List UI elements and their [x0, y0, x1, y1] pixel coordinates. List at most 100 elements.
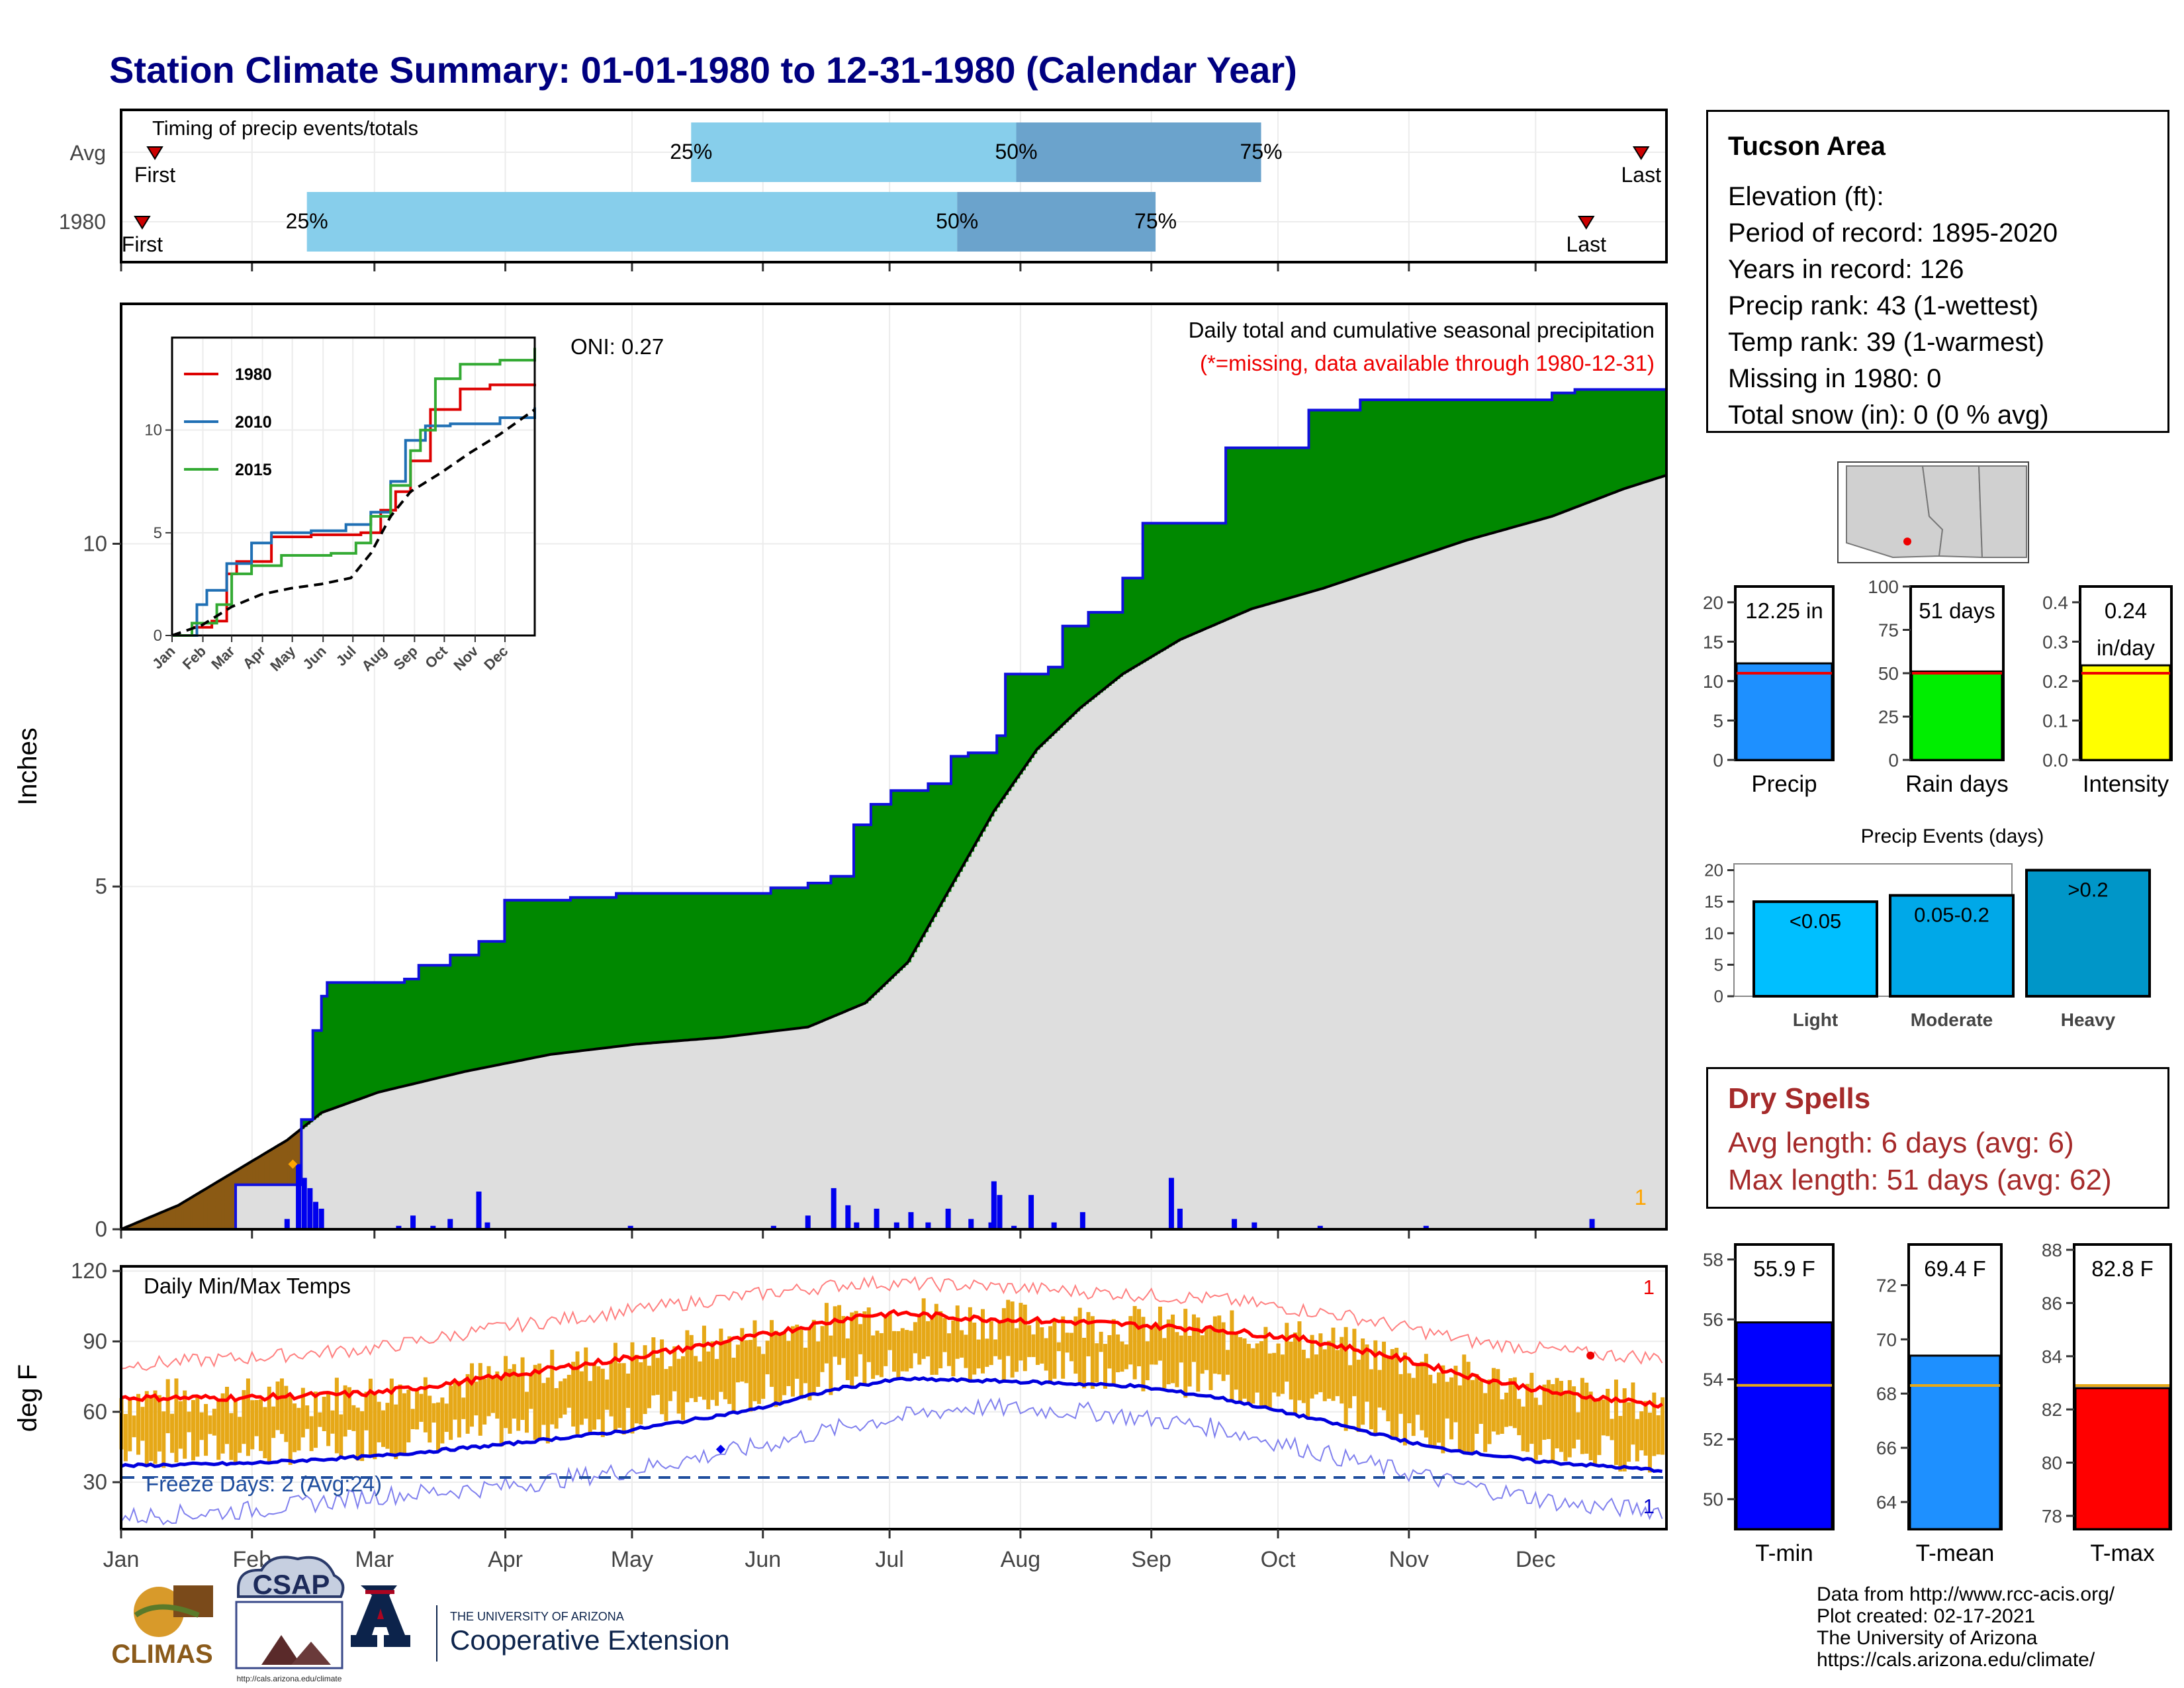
mini-chart-ytick-label: 20	[1703, 592, 1723, 613]
daily-temp-bar	[482, 1379, 487, 1425]
daily-temp-bar	[123, 1414, 128, 1462]
daily-max-marker	[288, 1159, 298, 1169]
daily-temp-bar	[478, 1363, 482, 1436]
first-event-marker	[146, 146, 163, 160]
daily-temp-bar	[432, 1403, 436, 1423]
page-title: Station Climate Summary: 01-01-1980 to 1…	[109, 49, 1297, 91]
summary-temp-charts: 50 52 54 56 58 55.9 F T-min 64 66 68 70 72 69.4 F T-m…	[1703, 1240, 2172, 1566]
mini-chart-bar	[1735, 662, 1833, 761]
month-tick-label: Jan	[103, 1547, 140, 1572]
mini-chart-name: T-min	[1755, 1540, 1813, 1566]
daily-temp-bar	[1040, 1327, 1044, 1364]
daily-temp-bar	[229, 1413, 234, 1460]
inset-ytick-label: 10	[144, 422, 162, 440]
daily-temp-bar	[385, 1403, 390, 1449]
daily-temp-bar	[727, 1336, 732, 1404]
events-bar	[2025, 868, 2151, 998]
mini-chart-ytick-label: 75	[1878, 620, 1899, 641]
daily-temp-bar	[153, 1390, 158, 1464]
daily-temp-bar	[334, 1378, 339, 1454]
csap-url: http://cals.arizona.edu/climate	[237, 1674, 342, 1683]
daily-temp-bar	[765, 1340, 770, 1375]
daily-temp-bar	[647, 1366, 651, 1409]
timing-q50-label: 50%	[936, 209, 978, 233]
daily-temp-bar	[305, 1405, 310, 1429]
daily-temp-bar	[1086, 1312, 1091, 1356]
month-tick-label: Jul	[875, 1547, 903, 1572]
mini-chart-ytick-label: 72	[1876, 1275, 1897, 1295]
events-category-label: Moderate	[1911, 1009, 1993, 1030]
daily-temp-bar	[1555, 1378, 1559, 1449]
daily-temp-bar	[816, 1341, 821, 1387]
daily-temp-bar	[520, 1357, 525, 1420]
daily-temp-bar	[710, 1341, 715, 1400]
daily-temp-bar	[575, 1351, 580, 1434]
daily-temp-bar	[972, 1322, 977, 1375]
daily-temp-bar	[1639, 1411, 1644, 1450]
daily-temp-bar	[854, 1311, 858, 1377]
timing-q75-label: 75%	[1240, 140, 1283, 164]
daily-temp-bar	[423, 1377, 428, 1432]
daily-temp-bar	[1052, 1320, 1057, 1379]
daily-precip-bar	[627, 1225, 633, 1229]
daily-temp-bar	[1023, 1304, 1027, 1372]
daily-temp-bar	[1508, 1378, 1513, 1427]
daily-temp-bar	[486, 1366, 491, 1417]
daily-temp-bar	[1661, 1397, 1665, 1455]
mini-chart-ytick-label: 84	[2042, 1346, 2062, 1367]
daily-temp-bar	[1361, 1338, 1365, 1425]
daily-temp-bar	[921, 1298, 926, 1359]
daily-temp-bar	[440, 1397, 445, 1444]
daily-precip-bar	[484, 1222, 490, 1229]
daily-temp-bar	[178, 1401, 183, 1449]
daily-temp-bar	[1563, 1391, 1568, 1462]
daily-temp-bar	[1154, 1323, 1158, 1365]
daily-temp-bar	[558, 1381, 563, 1419]
events-bar-label: 0.05-0.2	[1914, 904, 1989, 927]
daily-temp-bar	[1631, 1382, 1635, 1445]
station-missing: Missing in 1980: 0	[1728, 364, 1942, 393]
mini-chart-ytick-label: 52	[1703, 1429, 1723, 1450]
daily-temp-bar	[1348, 1365, 1353, 1409]
daily-precip-bar	[1177, 1208, 1183, 1229]
daily-temp-bar	[951, 1320, 956, 1377]
temp-title: Daily Min/Max Temps	[144, 1274, 351, 1298]
daily-precip-bar	[945, 1208, 951, 1229]
mini-chart-name: T-max	[2090, 1540, 2155, 1566]
temp-ytick-label: 30	[83, 1470, 107, 1494]
daily-precip-bar	[997, 1195, 1003, 1229]
daily-temp-bar	[1402, 1352, 1407, 1446]
daily-temp-bar	[183, 1390, 187, 1459]
credit-source: Data from http://www.rcc-acis.org/	[1817, 1583, 2115, 1605]
daily-temp-bar	[1382, 1341, 1387, 1411]
daily-temp-bar	[1137, 1309, 1142, 1366]
daily-temp-bar	[946, 1333, 951, 1366]
daily-precip-bar	[893, 1222, 899, 1229]
daily-temp-bar	[930, 1317, 934, 1375]
daily-temp-bar	[1529, 1372, 1534, 1444]
daily-temp-bar	[1001, 1308, 1006, 1383]
station-snow: Total snow (in): 0 (0 % avg)	[1728, 400, 2049, 430]
last-event-marker	[1632, 146, 1650, 160]
daily-precip-bar	[988, 1222, 994, 1229]
daily-temp-bar	[1627, 1402, 1631, 1462]
daily-temp-bar	[749, 1340, 753, 1412]
daily-temp-bar	[1588, 1391, 1593, 1461]
daily-temp-bar	[524, 1391, 529, 1433]
credit-university: The University of Arizona	[1817, 1627, 2038, 1649]
daily-temp-bar	[579, 1371, 584, 1425]
daily-temp-bar	[1132, 1305, 1137, 1380]
daily-temp-bar	[993, 1339, 998, 1356]
daily-temp-bar	[1251, 1348, 1255, 1404]
daily-temp-bar	[1428, 1374, 1433, 1448]
mini-chart-ytick-label: 0.1	[2042, 710, 2068, 731]
daily-temp-bar	[293, 1403, 297, 1452]
oni-label: ONI: 0.27	[570, 334, 664, 359]
events-title: Precip Events (days)	[1861, 825, 2044, 847]
daily-temp-bar	[1048, 1326, 1053, 1385]
daily-precip-bar	[318, 1208, 324, 1229]
university-logo: THE UNIVERSITY OF ARIZONA Cooperative Ex…	[351, 1585, 730, 1662]
daily-temp-bar	[1436, 1372, 1441, 1443]
